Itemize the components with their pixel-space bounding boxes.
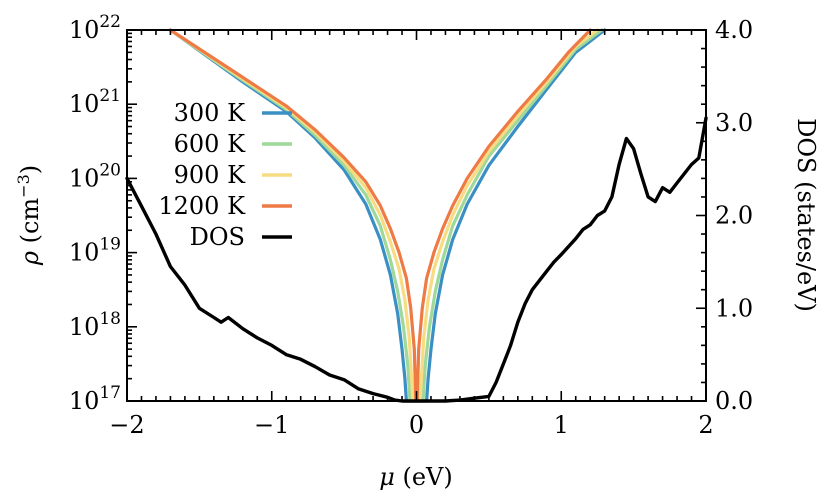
y-left-tick-label: 1018	[69, 309, 121, 341]
y-axis-left-label: ρ (cm−3)	[14, 165, 45, 266]
legend: 300 K 600 K 900 K 1200 K DOS	[158, 99, 292, 251]
x-tick-label: 0	[409, 411, 424, 439]
y-right-tick-label: 1.0	[715, 294, 753, 322]
x-tick-label: 2	[698, 411, 713, 439]
y-left-tick-label: 1021	[69, 86, 121, 118]
legend-label-900-k: 900 K	[174, 161, 246, 189]
plot-frame	[126, 29, 707, 402]
x-axis-label: μ (eV)	[379, 463, 453, 491]
y-right-tick-label: 2.0	[715, 202, 753, 230]
x-tick-label: −2	[109, 411, 144, 439]
y-left-tick-label: 1017	[69, 383, 121, 415]
y-left-tick-label: 1020	[69, 160, 121, 192]
y-right-tick-label: 0.0	[715, 387, 753, 415]
series-line-dos	[125, 116, 708, 403]
y-right-tick-label: 3.0	[715, 109, 753, 137]
y-right-tick-label: 4.0	[715, 16, 753, 44]
x-tick-label: 1	[554, 411, 569, 439]
legend-label-300-k: 300 K	[174, 99, 246, 127]
y-left-tick-label: 1019	[69, 235, 121, 267]
ticks-layer: −2 −1 0 1 2 1017 1018 1019 1020 1021 1022 0.0 1.0 2.0…	[69, 12, 753, 439]
legend-label-dos: DOS	[190, 223, 245, 251]
y-left-tick-label: 1022	[69, 12, 121, 44]
legend-label-1200-k: 1200 K	[158, 192, 246, 220]
x-tick-label: −1	[254, 411, 289, 439]
y-axis-right-label: DOS (states/eV)	[792, 118, 820, 312]
legend-label-600-k: 600 K	[174, 130, 246, 158]
